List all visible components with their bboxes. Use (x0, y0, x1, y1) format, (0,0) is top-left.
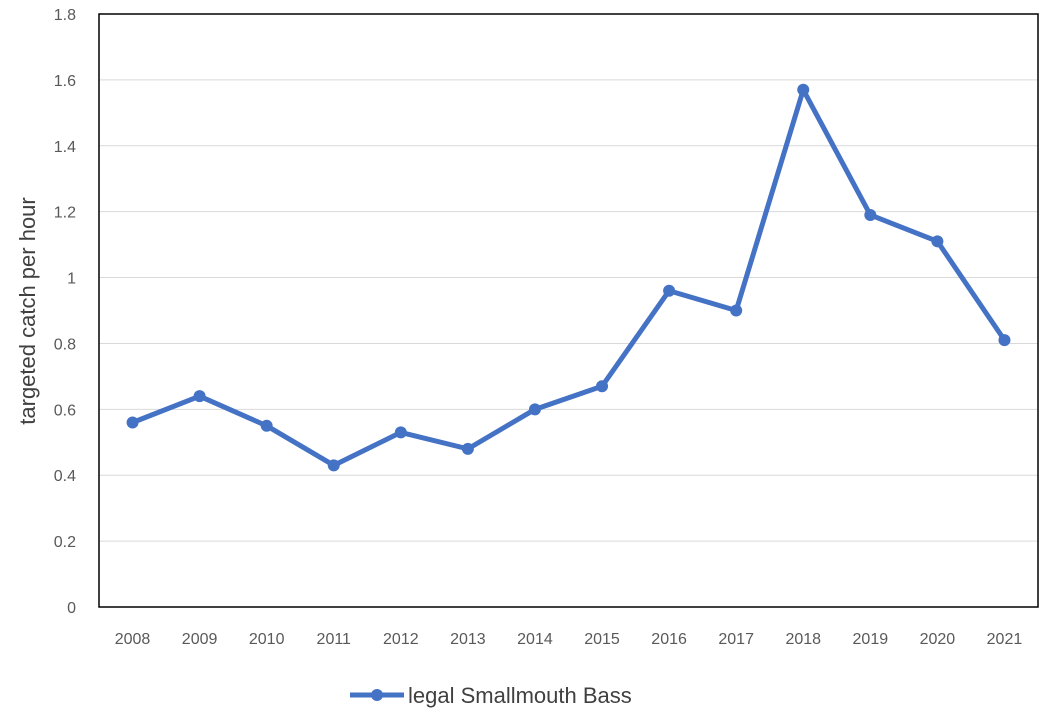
x-tick-label: 2014 (517, 631, 553, 648)
data-point (394, 426, 407, 439)
legend-marker-swatch (371, 689, 383, 701)
y-tick-label: 0.2 (54, 534, 76, 551)
y-tick-label: 0.8 (54, 336, 76, 353)
x-tick-label: 2013 (450, 631, 486, 648)
y-tick-label: 1.2 (54, 205, 76, 222)
x-tick-label: 2017 (718, 631, 754, 648)
legend: legal Smallmouth Bass (350, 683, 632, 708)
x-tick-label: 2018 (785, 631, 821, 648)
series-line (130, 87, 1007, 468)
gridlines (99, 79, 1038, 542)
data-point (461, 442, 474, 455)
data-point (663, 284, 676, 297)
x-tick-label: 2011 (317, 631, 352, 648)
data-point (931, 235, 944, 248)
plot-area-frame (98, 13, 1039, 608)
y-axis-title: targeted catch per hour (15, 197, 40, 424)
y-tick-label: 0.6 (54, 402, 76, 419)
y-tick-label: 1 (67, 271, 76, 288)
data-point (998, 334, 1011, 347)
x-tick-label: 2009 (182, 631, 218, 648)
data-point (193, 390, 206, 403)
data-point (528, 403, 541, 416)
data-point (730, 304, 743, 317)
x-tick-label: 2015 (584, 631, 620, 648)
x-axis-ticks: 2008 2009 2010 2011 2012 2013 2014 2015 2016 2017… (115, 631, 1023, 648)
y-tick-label: 1.8 (54, 7, 76, 24)
x-tick-label: 2016 (651, 631, 687, 648)
data-point (126, 416, 139, 429)
data-point (596, 380, 609, 393)
y-tick-label: 1.6 (54, 73, 76, 90)
y-tick-label: 0 (67, 600, 76, 617)
x-tick-label: 2010 (249, 631, 285, 648)
data-point (260, 419, 273, 432)
y-tick-label: 1.4 (54, 139, 76, 156)
x-tick-label: 2019 (853, 631, 889, 648)
x-tick-label: 2020 (920, 631, 956, 648)
y-axis-ticks: 0 0.2 0.4 0.6 0.8 1 1.2 1.4 1.6 1.8 (54, 7, 76, 617)
data-point (864, 208, 877, 221)
x-tick-label: 2008 (115, 631, 151, 648)
legend-label: legal Smallmouth Bass (408, 683, 632, 708)
data-point (797, 83, 810, 96)
x-tick-label: 2021 (987, 631, 1023, 648)
data-point (327, 459, 340, 472)
series-layer (126, 83, 1011, 472)
x-tick-label: 2012 (383, 631, 419, 648)
y-tick-label: 0.4 (54, 468, 76, 485)
